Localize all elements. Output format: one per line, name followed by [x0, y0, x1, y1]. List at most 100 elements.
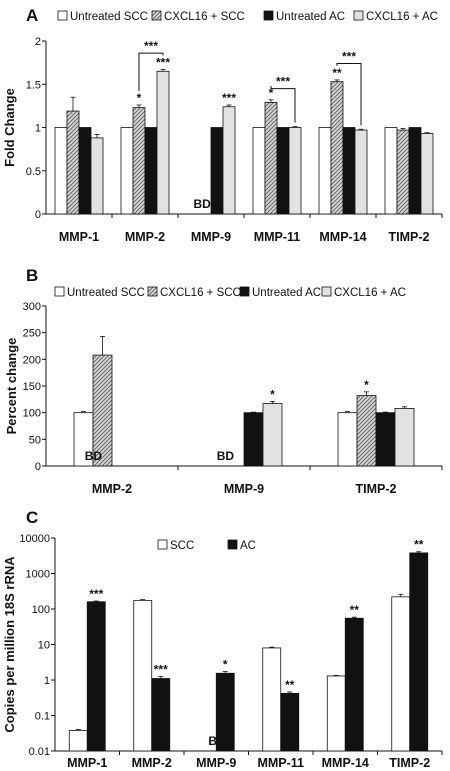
y-tick-label: 100	[32, 604, 50, 616]
bar	[288, 127, 302, 215]
x-category-label: MMP-2	[132, 756, 172, 770]
below-detection-label: BD	[194, 197, 212, 211]
legend-label: Untreated SCC	[67, 287, 145, 299]
comparison-bracket-label: ***	[342, 49, 356, 63]
bar	[133, 599, 153, 752]
panel-a-chart: A 0 0.5 1 1.5 2 Fold Change MMP-1 MMP-2 MMP-9 MMP-…	[2, 6, 443, 244]
comparison-bracket	[270, 85, 296, 123]
significance-marker: *	[223, 657, 228, 671]
legend-label: CXCL16 + AC	[366, 11, 438, 23]
y-tick-label: 300	[23, 301, 41, 313]
legend-label: AC	[240, 540, 256, 552]
panel-letter: A	[26, 6, 38, 25]
bar	[78, 127, 92, 215]
bar	[396, 129, 410, 215]
legend-swatch	[227, 539, 238, 550]
legend-swatch	[151, 10, 162, 21]
legend-swatch	[157, 539, 168, 550]
bar	[243, 412, 264, 467]
y-axis-label: Fold Change	[2, 88, 17, 167]
y-tick-label: 200	[23, 354, 41, 366]
panel-letter: B	[26, 266, 38, 285]
x-category-label: MMP-9	[224, 482, 264, 496]
legend-swatch	[321, 286, 332, 297]
legend-label: SCC	[170, 540, 194, 552]
y-tick-label: 0	[35, 209, 41, 221]
significance-marker: **	[332, 66, 342, 80]
y-tick-label: 0	[35, 461, 41, 473]
legend-swatch	[147, 286, 158, 297]
significance-marker: **	[285, 678, 295, 692]
y-axis-label: Copies per million 18S rRNA	[2, 556, 17, 733]
bar	[210, 127, 224, 215]
below-detection-label: BD	[217, 449, 235, 463]
x-category-label: MMP-2	[92, 482, 132, 496]
bar	[66, 110, 80, 215]
legend-swatch	[57, 10, 68, 21]
significance-marker: **	[414, 538, 424, 552]
y-axis-label: Percent change	[4, 338, 19, 435]
significance-marker: ***	[89, 587, 103, 601]
bar	[391, 596, 411, 752]
bar	[132, 107, 146, 215]
y-tick-label: 1000	[26, 569, 50, 581]
y-tick-label: 10	[38, 640, 50, 652]
y-tick-label: 2	[35, 36, 41, 48]
y-tick-label: 1.5	[26, 79, 41, 91]
bar	[384, 127, 398, 215]
bar	[420, 133, 434, 215]
x-category-label: TIMP-2	[389, 230, 430, 244]
significance-marker: **	[350, 603, 360, 617]
bar	[222, 106, 236, 215]
comparison-bracket-label: ***	[276, 75, 290, 89]
legend-swatch	[353, 10, 364, 21]
bar	[120, 127, 134, 215]
y-tick-label: 150	[23, 381, 41, 393]
bar	[90, 137, 104, 215]
significance-marker: *	[137, 91, 142, 105]
legend-label: Untreated SCC	[70, 11, 148, 23]
bar	[68, 730, 88, 752]
panel-letter: C	[26, 508, 38, 527]
legend-label: Untreated AC	[252, 287, 321, 299]
x-category-label: MMP-14	[322, 756, 369, 770]
bar	[156, 70, 170, 215]
bar	[409, 552, 429, 752]
legend-label: Untreated AC	[276, 11, 345, 23]
bar	[86, 601, 106, 752]
below-detection-label: BD	[208, 734, 226, 748]
bar	[375, 412, 396, 467]
bar	[264, 102, 278, 215]
below-detection-label: BD	[85, 449, 103, 463]
legend-label: CXCL16 + AC	[334, 287, 406, 299]
y-tick-label: 1	[44, 675, 50, 687]
bar	[144, 127, 158, 215]
significance-marker: ***	[154, 663, 168, 677]
bar	[318, 127, 332, 215]
y-tick-label: 0.5	[26, 166, 41, 178]
x-category-label: MMP-2	[125, 230, 165, 244]
x-category-label: MMP-14	[319, 230, 366, 244]
significance-marker: *	[270, 387, 275, 401]
bar	[408, 127, 422, 215]
legend-swatch	[263, 10, 274, 21]
bar	[356, 395, 377, 467]
legend-swatch	[239, 286, 250, 297]
bar	[262, 403, 283, 467]
legend-label: CXCL16 + SCC	[160, 287, 241, 299]
significance-marker: *	[269, 86, 274, 100]
y-tick-label: 1	[35, 123, 41, 135]
x-category-label: MMP-1	[59, 230, 99, 244]
comparison-bracket	[336, 62, 362, 126]
bar	[354, 129, 368, 215]
x-category-label: TIMP-2	[389, 756, 430, 770]
bar	[326, 675, 346, 752]
y-tick-label: 0.1	[35, 711, 50, 723]
panel-b-chart: B 0 50 100 150 200 250 300 Percent change MMP-2 MM…	[4, 266, 443, 496]
bar	[344, 617, 364, 752]
y-tick-label: 10000	[19, 533, 50, 545]
y-tick-label: 50	[29, 434, 41, 446]
x-category-label: TIMP-2	[356, 482, 397, 496]
bar	[252, 127, 266, 215]
bar	[54, 127, 68, 215]
